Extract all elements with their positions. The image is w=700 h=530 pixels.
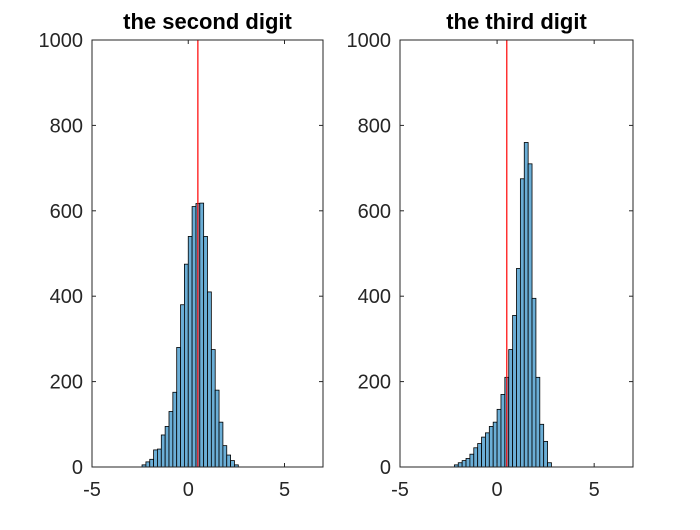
y-tick-label: 200 [50,372,83,394]
histogram-bar [149,458,154,468]
y-tick-label: 1000 [347,30,392,52]
histogram-bar [527,163,533,468]
histogram-bar [164,426,170,468]
y-tick-label: 0 [72,457,83,479]
x-tick-label: 0 [492,479,503,501]
histogram-bar [500,394,506,468]
histogram-bar [496,408,502,468]
x-tick-label: -5 [391,479,409,501]
histogram-bar [218,421,224,468]
histogram-bar [214,389,220,468]
y-tick-label: 200 [358,372,391,394]
histogram-bar [531,297,537,468]
x-tick-label: 0 [183,479,194,501]
histogram-bar [512,315,517,468]
histogram-bar [469,453,475,468]
histogram-bar [457,462,463,468]
histogram-bar [535,376,541,468]
chart-title: the third digit [446,9,587,34]
histogram-bar [210,349,216,468]
histogram-bar [492,421,498,468]
histogram-bar [176,347,181,468]
y-tick-label: 600 [358,201,391,223]
histogram-bar [160,434,166,468]
histogram-bar [199,202,205,468]
histogram-bar [519,178,525,468]
axes-box [91,39,324,468]
histogram-bar [547,462,552,468]
x-tick-label: -5 [83,479,101,501]
histogram-bar [508,349,514,468]
x-tick-label: 5 [589,479,600,501]
y-tick-label: 600 [50,201,83,223]
histogram-bar [222,445,228,468]
histogram-bar [180,304,185,468]
y-tick-label: 800 [358,115,391,137]
histogram-bar [488,426,494,468]
histogram-bar [543,440,548,468]
histogram-bar [203,236,208,468]
histogram-bar [461,460,467,468]
y-tick-label: 0 [380,457,391,479]
histogram-bar [157,448,162,468]
x-tick-label: 5 [279,479,290,501]
histogram-bar [539,423,545,468]
histogram-bar [187,236,193,468]
histogram-bar [516,268,521,468]
histogram-bar [226,454,231,468]
histogram-bar [477,443,482,468]
histogram-bar [485,432,490,468]
histogram-bar [145,461,151,468]
histogram-bar [191,206,197,468]
histogram-bar [230,460,235,468]
histogram-bar [481,436,486,468]
histogram-bar [183,263,189,468]
chart-title: the second digit [123,9,292,34]
axes-box [399,39,634,468]
histogram-bar [523,142,529,468]
histogram-bar [168,411,174,468]
histogram-bar [207,291,212,468]
histogram-bar [172,391,178,468]
y-tick-label: 400 [358,286,391,308]
histogram-bar [465,458,471,468]
y-tick-label: 800 [50,115,83,137]
histogram-bar [473,447,479,468]
y-tick-label: 1000 [39,30,84,52]
y-tick-label: 400 [50,286,83,308]
histogram-bar [153,449,158,468]
